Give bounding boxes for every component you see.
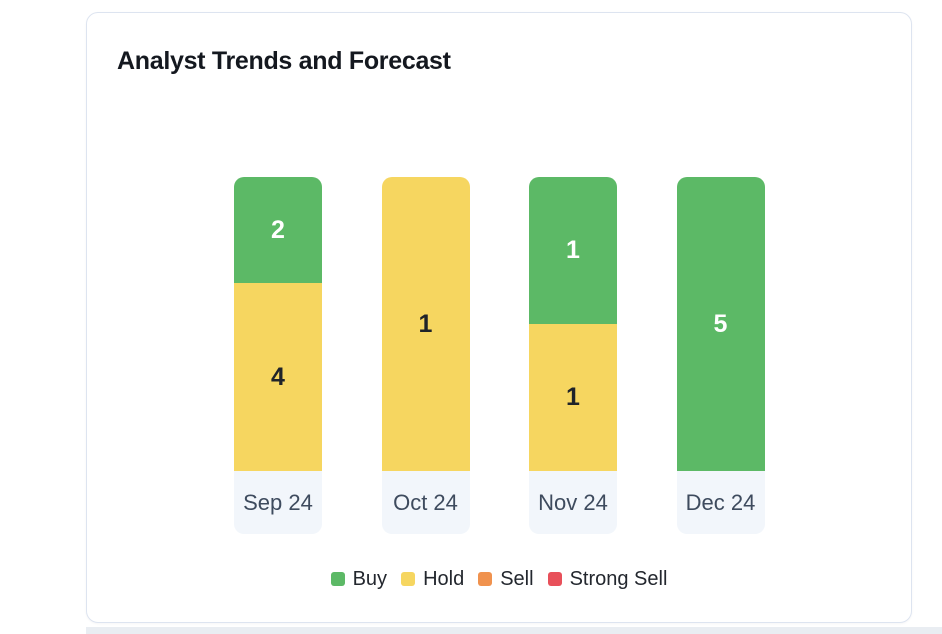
bar-column-nov-24: 1 1 Nov 24 (529, 177, 617, 534)
next-section-edge (86, 627, 942, 634)
segment-hold-nov-24[interactable]: 1 (529, 324, 617, 471)
legend-item-hold[interactable]: Hold (401, 568, 464, 591)
x-axis-label-dec-24: Dec 24 (676, 471, 765, 534)
bar-stack: 1 (381, 177, 470, 471)
stacked-bar-chart: 2 4 Sep 24 1 Oct 24 1 1 Nov 24 5 Dec 24 (87, 177, 911, 534)
x-axis-label-sep-24: Sep 24 (234, 471, 322, 534)
bar-column-sep-24: 2 4 Sep 24 (234, 177, 322, 534)
segment-buy-sep-24[interactable]: 2 (234, 177, 322, 284)
legend-label: Strong Sell (569, 567, 668, 590)
legend-label: Hold (423, 567, 465, 590)
legend-item-buy[interactable]: Buy (330, 567, 388, 591)
legend-swatch-buy (330, 572, 345, 586)
segment-value: 4 (271, 362, 285, 391)
segment-hold-oct-24[interactable]: 1 (381, 177, 470, 471)
legend-item-strong-sell[interactable]: Strong Sell (547, 567, 668, 591)
bar-stack: 5 (676, 177, 765, 471)
legend-item-sell[interactable]: Sell (478, 567, 534, 591)
legend-swatch-strong-sell (547, 572, 562, 586)
chart-legend: Buy Hold Sell Strong Sell (87, 564, 911, 594)
card-title: Analyst Trends and Forecast (117, 47, 451, 75)
x-axis-label-nov-24: Nov 24 (529, 471, 617, 534)
legend-swatch-hold (401, 572, 416, 586)
x-axis-label-oct-24: Oct 24 (381, 471, 470, 534)
segment-value: 2 (271, 215, 285, 244)
segment-buy-nov-24[interactable]: 1 (529, 177, 617, 324)
legend-label: Sell (500, 567, 534, 590)
segment-value: 1 (566, 383, 580, 411)
bar-column-dec-24: 5 Dec 24 (676, 177, 765, 534)
segment-hold-sep-24[interactable]: 4 (234, 283, 322, 471)
segment-buy-dec-24[interactable]: 5 (676, 177, 765, 471)
analyst-trends-card: Analyst Trends and Forecast 2 4 Sep 24 1 Oct… (86, 12, 912, 623)
legend-label: Buy (352, 567, 388, 590)
segment-value: 5 (713, 309, 728, 338)
bar-column-oct-24: 1 Oct 24 (381, 177, 470, 534)
segment-value: 1 (566, 236, 580, 264)
segment-value: 1 (418, 309, 433, 338)
legend-swatch-sell (478, 572, 493, 586)
